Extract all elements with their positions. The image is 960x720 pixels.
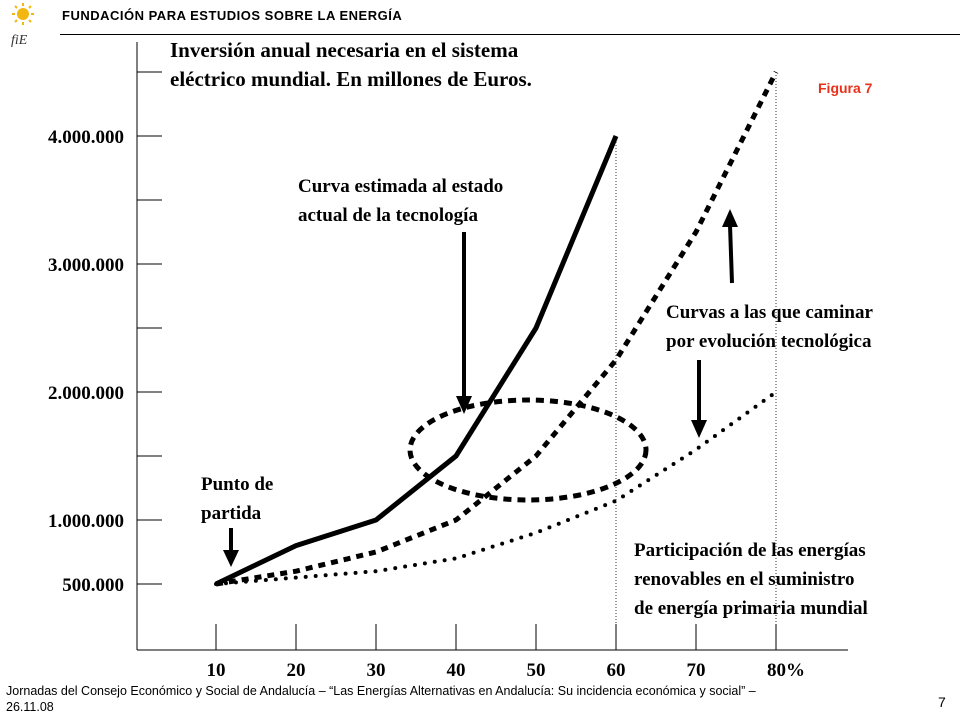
x-tick-label: 80% [767,660,805,681]
y-tick-label: 2.000.000 [48,383,124,404]
x-tick-label: 10 [207,660,226,681]
annotation-line: renovables en el suministro [634,569,855,590]
x-tick-label: 30 [367,660,386,681]
y-tick-label: 4.000.000 [48,127,124,148]
chart-annotations [223,209,738,567]
chart-title-line2: eléctrico mundial. En millones de Euros. [170,67,532,91]
y-tick-label: 3.000.000 [48,255,124,276]
chart-axes [136,42,848,651]
annotation-line: Participación de las energías [634,540,866,561]
figure-label: Figura 7 [818,80,873,96]
arrow-up-icon [722,209,738,284]
y-tick-label: 500.000 [62,575,124,596]
chart-guides [615,72,777,650]
x-tick-label: 70 [687,660,706,681]
starting-point-annotation: Punto de partida [201,470,273,528]
page-number: 7 [938,694,946,710]
highlight-ellipse [407,397,649,503]
y-tick-label: 1.000.000 [48,511,124,532]
foundation-logo: fiE [11,3,34,48]
series-line-dashed [215,70,779,587]
renewables-share-annotation: Participación de las energías renovables… [634,536,868,623]
header-divider [60,34,960,35]
x-tick-label: 60 [607,660,626,681]
tech-evolution-annotation: Curvas a las que caminar por evolución t… [666,298,873,356]
sun-icon [12,3,34,25]
arrow-down-icon [456,232,472,414]
organization-name: FUNDACIÓN PARA ESTUDIOS SOBRE LA ENERGÍA [62,8,403,23]
arrow-down-icon [223,528,239,567]
series-line-dotted [214,390,778,586]
annotation-line: por evolución tecnológica [666,331,872,352]
arrow-down-icon [691,360,707,438]
annotation-line: de energía primaria mundial [634,598,868,619]
annotation-line: Curva estimada al estado [298,176,504,197]
series-line-solid [214,135,619,587]
annotation-line: Curvas a las que caminar [666,302,873,323]
current-technology-annotation: Curva estimada al estado actual de la te… [298,172,503,230]
footer-text: Jornadas del Consejo Económico y Social … [6,684,756,714]
chart-series [214,70,779,587]
x-tick-label: 40 [447,660,466,681]
chart-title: Inversión anual necesaria en el sistema … [170,36,532,94]
chart-title-line1: Inversión anual necesaria en el sistema [170,38,519,62]
logo-text: fiE [11,33,28,48]
chart-tick-labels: 500.000 1.000.000 2.000.000 3.000.000 4.000.… [48,127,805,681]
annotation-line: partida [201,503,262,524]
x-tick-label: 20 [287,660,306,681]
x-tick-label: 50 [527,660,546,681]
annotation-line: actual de la tecnología [298,205,478,226]
annotation-line: Punto de [201,474,274,495]
